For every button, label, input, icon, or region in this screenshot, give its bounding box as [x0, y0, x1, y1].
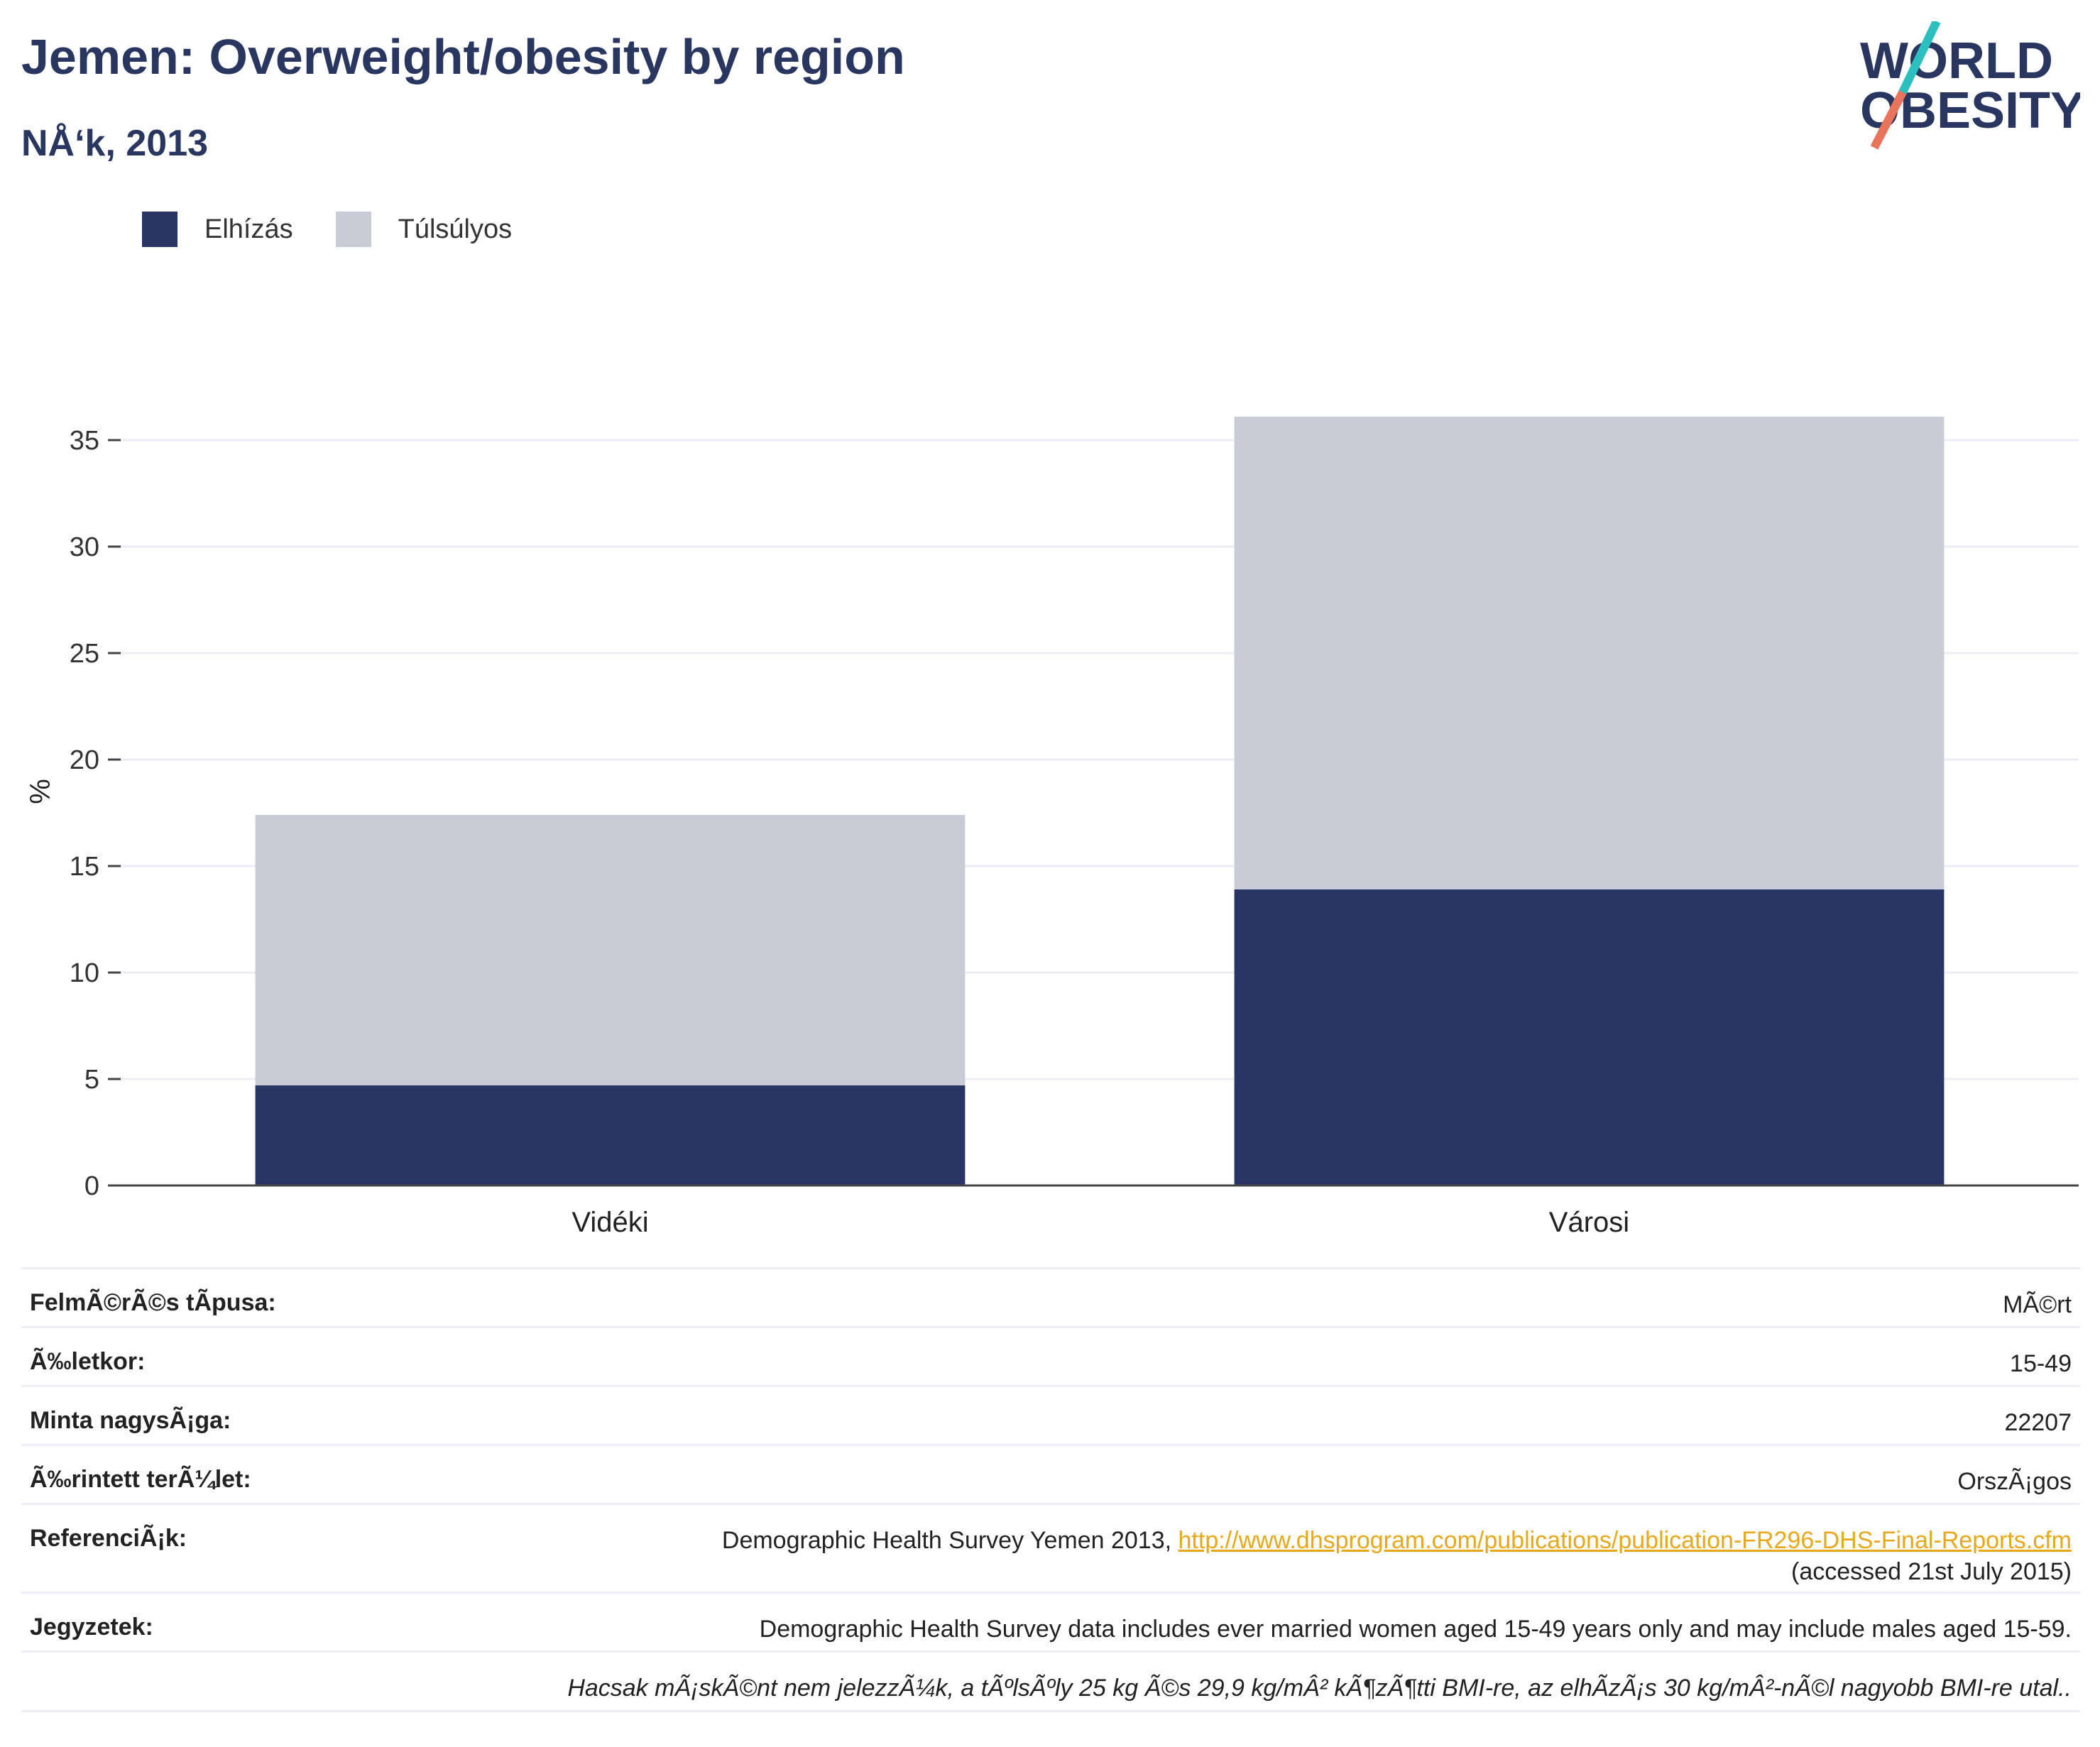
- references-label: ReferenciÃ¡k:: [30, 1525, 187, 1552]
- age-label: Ã‰letkor:: [30, 1348, 146, 1375]
- info-row-age: Ã‰letkor: 15-49: [21, 1326, 2080, 1385]
- legend-label-obesity: Elhízás: [204, 214, 293, 244]
- bar-overweight-1: [1234, 417, 1945, 889]
- legend-label-overweight: Túlsúlyos: [398, 214, 513, 244]
- bar-obesity-1: [1234, 889, 1945, 1185]
- sample-size-value: 22207: [2004, 1409, 2072, 1436]
- notes-label: Jegyzetek:: [30, 1614, 153, 1641]
- svg-text:WORLD: WORLD: [1860, 33, 2053, 89]
- y-axis-label: %: [25, 779, 56, 804]
- info-row-sample-size: Minta nagysÃ¡ga: 22207: [21, 1385, 2080, 1444]
- legend-item-overweight: Túlsúlyos: [335, 212, 513, 247]
- legend-swatch-overweight: [335, 212, 371, 247]
- y-tick-label: 10: [70, 958, 99, 988]
- area-label: Ã‰rintett terÃ¼let:: [30, 1466, 251, 1493]
- info-row-notes: Jegyzetek: Demographic Health Survey dat…: [21, 1592, 2080, 1650]
- y-tick-label: 35: [70, 426, 99, 456]
- y-tick-label: 20: [70, 745, 99, 775]
- y-tick-label: 25: [70, 639, 99, 669]
- y-tick-label: 5: [84, 1065, 99, 1095]
- info-row-area: Ã‰rintett terÃ¼let: OrszÃ¡gos: [21, 1444, 2080, 1503]
- legend-item-obesity: Elhízás: [142, 212, 293, 247]
- survey-type-label: FelmÃ©rÃ©s tÃpusa:: [30, 1289, 276, 1316]
- info-row-footnote: Hacsak mÃ¡skÃ©nt nem jelezzÃ¼k, a tÃºlsÃ…: [21, 1650, 2080, 1712]
- survey-type-value: MÃ©rt: [2003, 1291, 2072, 1318]
- x-tick-label: Városi: [1549, 1207, 1629, 1238]
- world-obesity-logo: WORLD OBESITY: [1860, 21, 2080, 150]
- y-tick-label: 15: [70, 852, 99, 882]
- bar-overweight-0: [255, 815, 966, 1085]
- references-text: Demographic Health Survey Yemen 2013,: [721, 1527, 1178, 1554]
- references-link[interactable]: http://www.dhsprogram.com/publications/p…: [1178, 1527, 2072, 1554]
- chart-legend: Elhízás Túlsúlyos: [142, 209, 554, 249]
- references-value: Demographic Health Survey Yemen 2013, ht…: [722, 1505, 2072, 1587]
- area-value: OrszÃ¡gos: [1957, 1468, 2072, 1495]
- y-tick-label: 30: [70, 532, 99, 562]
- x-tick-label: Vidéki: [572, 1207, 648, 1238]
- info-row-survey-type: FelmÃ©rÃ©s tÃpusa: MÃ©rt: [21, 1267, 2080, 1326]
- info-table: FelmÃ©rÃ©s tÃpusa: MÃ©rt Ã‰letkor: 15-49…: [21, 1267, 2080, 1712]
- chart-subtitle: NÅ‘k, 2013: [21, 123, 209, 164]
- bar-chart: 0 5 10 15 20 25 30 35% Vidéki Városi: [25, 417, 2079, 1238]
- references-accessed: (accessed 21st July 2015): [1791, 1558, 2072, 1585]
- notes-value: Demographic Health Survey data includes …: [759, 1616, 2072, 1643]
- info-row-references: ReferenciÃ¡k: Demographic Health Survey …: [21, 1503, 2080, 1592]
- bar-obesity-0: [255, 1085, 966, 1185]
- legend-swatch-obesity: [142, 212, 177, 247]
- chart-title: Jemen: Overweight/obesity by region: [21, 29, 905, 84]
- age-value: 15-49: [2010, 1350, 2072, 1377]
- y-tick-label: 0: [84, 1171, 99, 1201]
- footnote-text: Hacsak mÃ¡skÃ©nt nem jelezzÃ¼k, a tÃºlsÃ…: [567, 1675, 2072, 1702]
- sample-size-label: Minta nagysÃ¡ga:: [30, 1407, 231, 1434]
